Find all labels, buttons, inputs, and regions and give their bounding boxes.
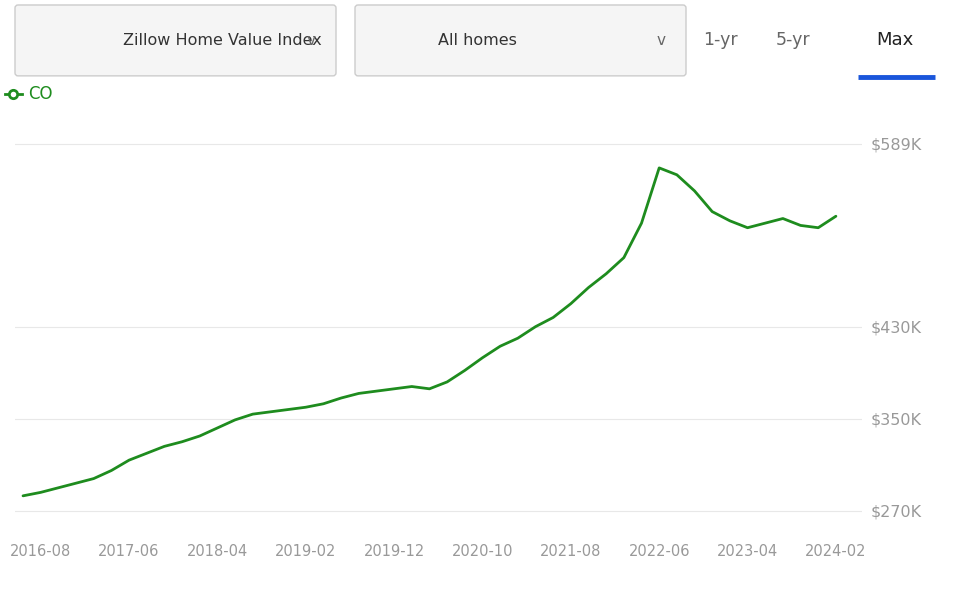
FancyBboxPatch shape (355, 5, 686, 76)
Text: v: v (306, 33, 316, 48)
Text: v: v (657, 33, 666, 48)
Text: All homes: All homes (438, 33, 516, 48)
Text: 5-yr: 5-yr (776, 31, 810, 50)
FancyBboxPatch shape (15, 5, 336, 76)
Text: 1-yr: 1-yr (703, 31, 737, 50)
Text: Zillow Home Value Index: Zillow Home Value Index (123, 33, 322, 48)
Text: Max: Max (876, 31, 914, 50)
Text: CO: CO (28, 85, 52, 104)
